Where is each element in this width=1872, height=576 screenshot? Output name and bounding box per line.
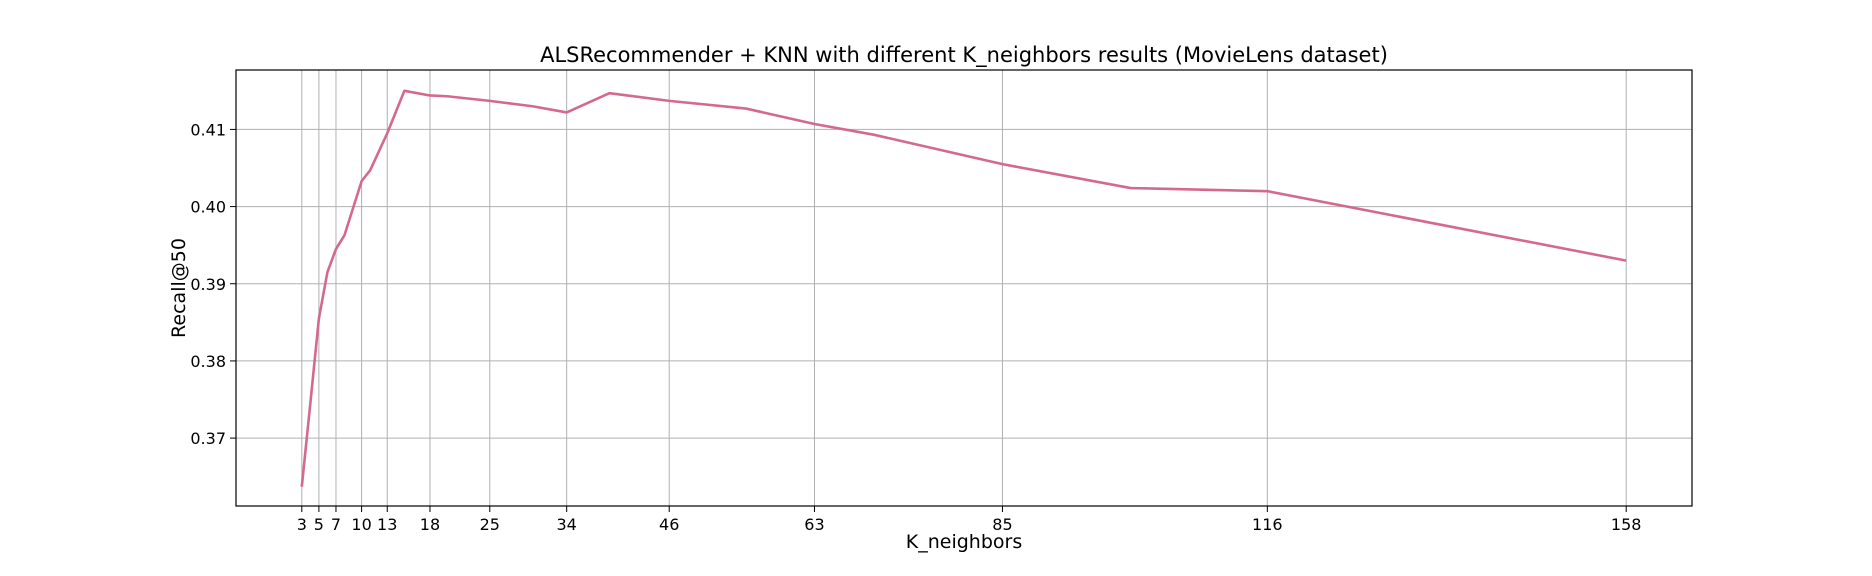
x-tick-label: 116 — [1252, 515, 1283, 534]
x-tick-label: 10 — [351, 515, 371, 534]
y-axis-label: Recall@50 — [168, 238, 190, 338]
x-tick-label: 18 — [420, 515, 440, 534]
x-axis-label: K_neighbors — [906, 531, 1022, 553]
x-tick-label: 3 — [297, 515, 307, 534]
x-tick-label: 85 — [992, 515, 1012, 534]
x-axis: 3 5 7 10 13 18 25 34 46 63 85 116 158 — [297, 506, 1642, 534]
grid — [236, 70, 1692, 506]
y-tick-label: 0.37 — [190, 429, 226, 448]
x-tick-label: 158 — [1611, 515, 1642, 534]
y-tick-label: 0.39 — [190, 275, 226, 294]
x-tick-label: 25 — [480, 515, 500, 534]
x-tick-label: 13 — [377, 515, 397, 534]
series-line — [300, 89, 1627, 487]
x-tick-label: 5 — [314, 515, 324, 534]
x-tick-label: 7 — [331, 515, 341, 534]
y-tick-label: 0.40 — [190, 198, 226, 217]
plot-frame — [235, 69, 1693, 507]
x-tick-label: 63 — [804, 515, 824, 534]
x-tick-label: 34 — [556, 515, 576, 534]
series-layer — [300, 89, 1627, 487]
y-tick-label: 0.38 — [190, 352, 226, 371]
y-tick-label: 0.41 — [190, 120, 226, 139]
chart-title: ALSRecommender + KNN with different K_ne… — [540, 43, 1388, 68]
x-tick-label: 46 — [659, 515, 679, 534]
y-axis: 0.37 0.38 0.39 0.40 0.41 — [190, 120, 236, 448]
